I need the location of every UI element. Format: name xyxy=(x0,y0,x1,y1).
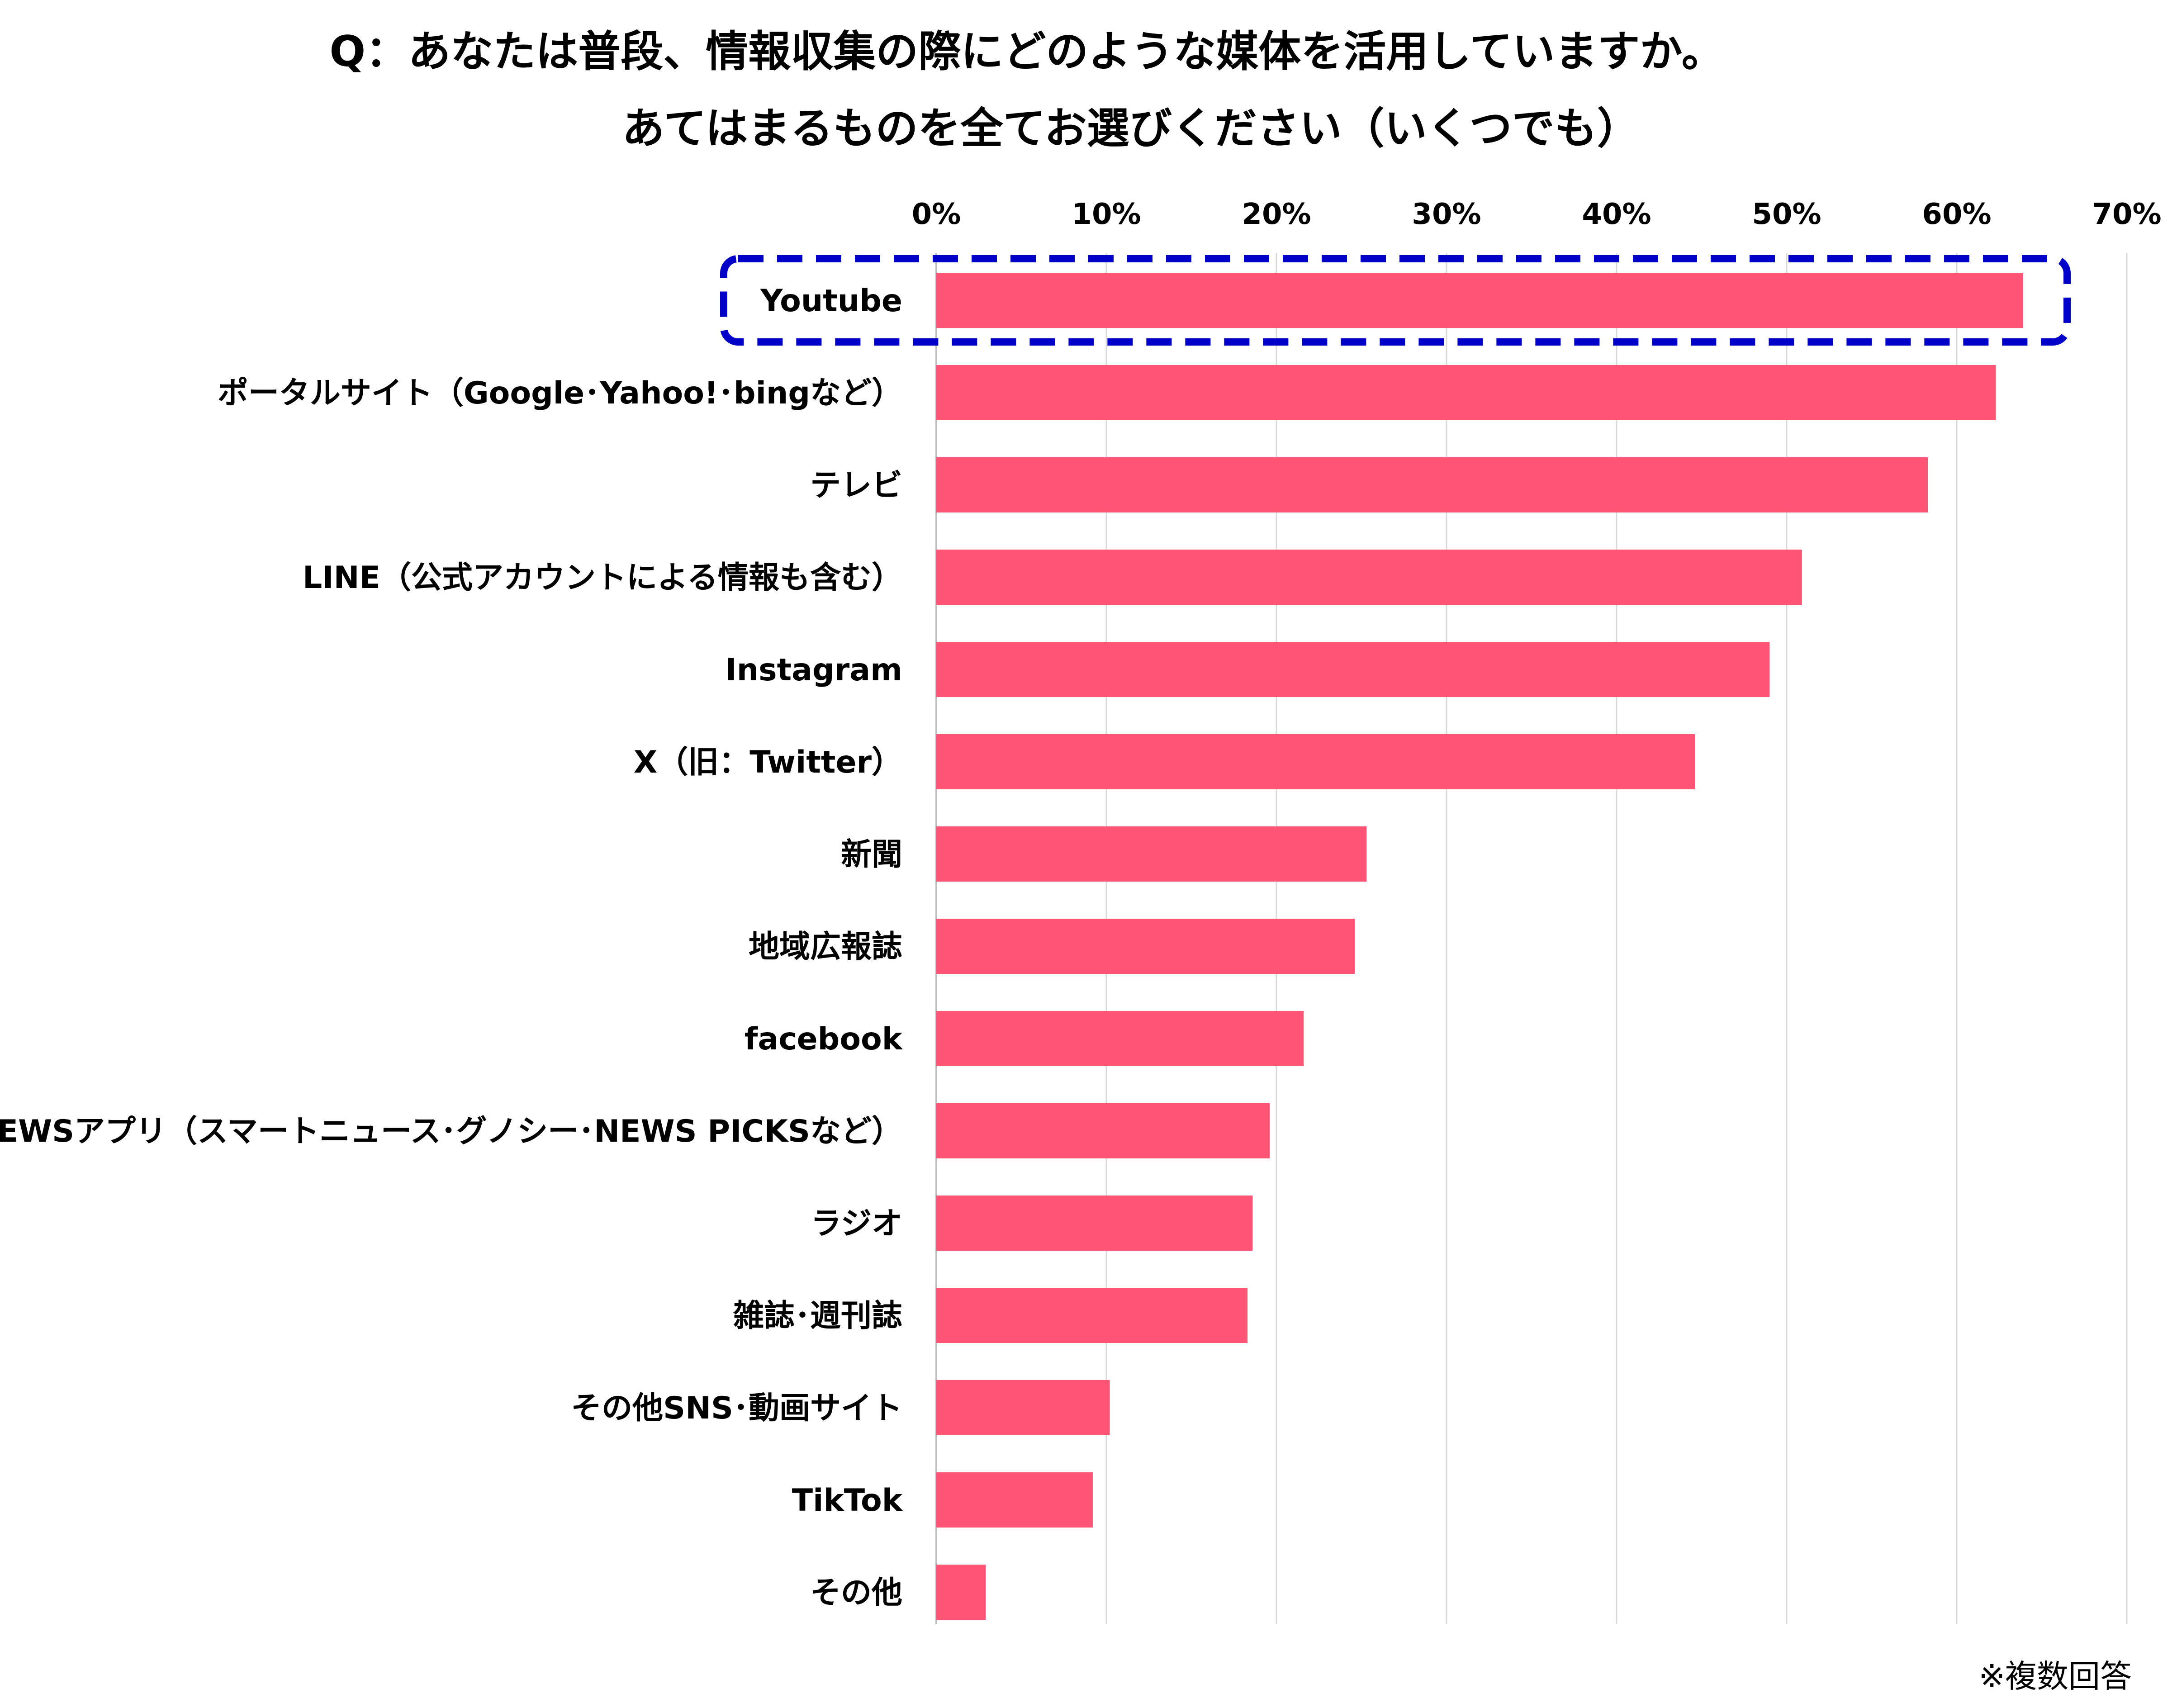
category-label: Youtube xyxy=(760,283,902,319)
bar xyxy=(936,1103,1270,1158)
chart-title-line2: あてはまるものを全てお選びください（いくつでも） xyxy=(622,104,1640,153)
category-label: その他SNS･動画サイト xyxy=(571,1390,902,1426)
x-tick-label: 70% xyxy=(2092,198,2161,231)
category-label: 新聞 xyxy=(841,837,902,873)
bar xyxy=(936,734,1695,789)
x-tick-label: 10% xyxy=(1072,198,1141,231)
bar xyxy=(936,273,2023,328)
bar xyxy=(936,1565,986,1620)
x-tick-label: 50% xyxy=(1752,198,1821,231)
x-tick-label: 20% xyxy=(1242,198,1311,231)
bar xyxy=(936,1288,1248,1343)
category-label: 地域広報誌 xyxy=(749,929,902,965)
bar xyxy=(936,1196,1253,1251)
category-label: NEWSアプリ（スマートニュース･グノシー･NEWS PICKSなど） xyxy=(0,1114,902,1149)
bar xyxy=(936,1011,1304,1066)
category-label: X（旧：Twitter） xyxy=(634,745,902,780)
highlight-box xyxy=(720,255,2071,346)
category-label: テレビ xyxy=(810,468,902,503)
category-label: 雑誌･週刊誌 xyxy=(733,1298,902,1334)
footnote: ※複数回答 xyxy=(1978,1658,2132,1695)
bar xyxy=(936,642,1770,697)
category-label: ポータルサイト（Google･Yahoo!･bingなど） xyxy=(218,375,902,411)
category-label: その他 xyxy=(810,1575,902,1611)
x-tick-label: 40% xyxy=(1582,198,1651,231)
category-label: LINE（公式アカウントによる情報も含む） xyxy=(303,560,902,596)
bar xyxy=(936,919,1355,974)
x-tick-label: 30% xyxy=(1412,198,1481,231)
category-label: TikTok xyxy=(792,1483,903,1518)
x-tick-label: 0% xyxy=(912,198,961,231)
bar xyxy=(936,826,1367,882)
category-label: facebook xyxy=(745,1021,903,1057)
chart-title-line1: Q：あなたは普段、情報収集の際にどのような媒体を活用していますか。 xyxy=(329,27,1724,76)
bar xyxy=(936,457,1928,512)
category-label: ラジオ xyxy=(811,1206,902,1242)
bar xyxy=(936,550,1802,605)
bar xyxy=(936,365,1996,420)
bar xyxy=(936,1472,1093,1528)
x-tick-label: 60% xyxy=(1922,198,1991,231)
bar xyxy=(936,1380,1110,1435)
category-label: Instagram xyxy=(725,652,902,688)
